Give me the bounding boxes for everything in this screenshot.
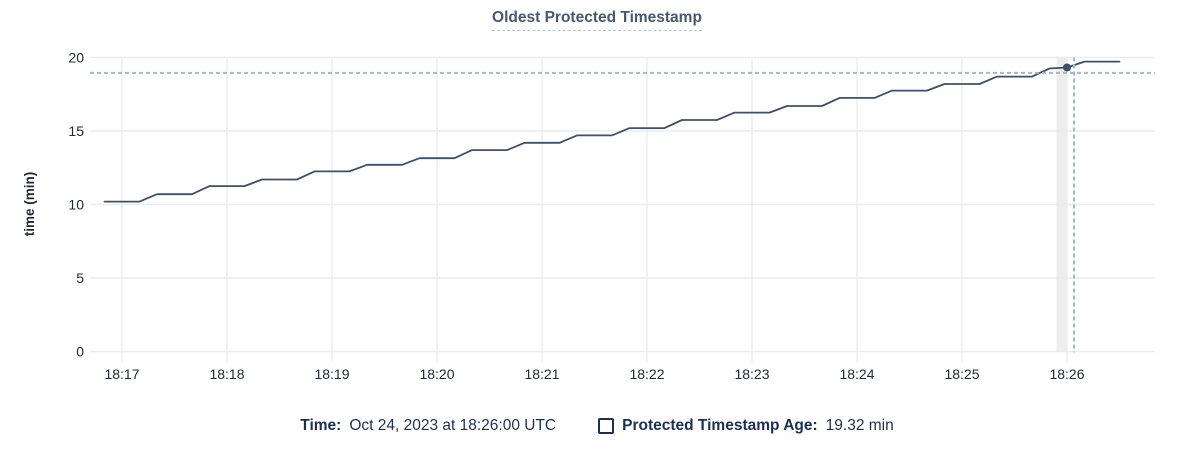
x-tick-label: 18:24	[839, 366, 874, 382]
x-tick-label: 18:20	[419, 366, 454, 382]
line-chart-plot[interactable]: 0 5 10 15 20 18:17 18:18 18:19 18:20 18:21 18:22 18…	[0, 0, 1194, 400]
legend-time-value: Oct 24, 2023 at 18:26:00 UTC	[349, 417, 557, 434]
chart-legend: Time: Oct 24, 2023 at 18:26:00 UTC Prote…	[0, 417, 1194, 435]
y-tick-label: 15	[68, 123, 84, 139]
y-axis-title: time (min)	[22, 171, 37, 237]
y-tick-label: 0	[76, 344, 84, 360]
x-tick-label: 18:25	[944, 366, 979, 382]
x-tick-label: 18:26	[1049, 366, 1084, 382]
legend-series-label: Protected Timestamp Age:	[622, 417, 818, 434]
x-tick-label: 18:17	[104, 366, 139, 382]
x-tick-label: 18:23	[734, 366, 769, 382]
x-tick-label: 18:19	[314, 366, 349, 382]
x-tick-label: 18:18	[209, 366, 244, 382]
series-checkbox[interactable]	[598, 418, 615, 434]
y-tick-label: 20	[68, 50, 84, 66]
hover-point-dot	[1063, 63, 1071, 72]
y-tick-label: 5	[76, 270, 84, 286]
y-tick-label: 10	[68, 197, 84, 213]
legend-time-label: Time:	[300, 417, 342, 434]
legend-series-value: 19.32 min	[825, 417, 894, 434]
chart-title-row: Oldest Protected Timestamp	[0, 9, 1194, 31]
legend-series-group[interactable]: Protected Timestamp Age: 19.32 min	[598, 417, 894, 435]
x-tick-label: 18:22	[629, 366, 664, 382]
x-tick-label: 18:21	[524, 366, 559, 382]
legend-time-group: Time: Oct 24, 2023 at 18:26:00 UTC	[300, 417, 556, 435]
chart-title[interactable]: Oldest Protected Timestamp	[492, 9, 702, 31]
series-line	[103, 60, 1121, 203]
